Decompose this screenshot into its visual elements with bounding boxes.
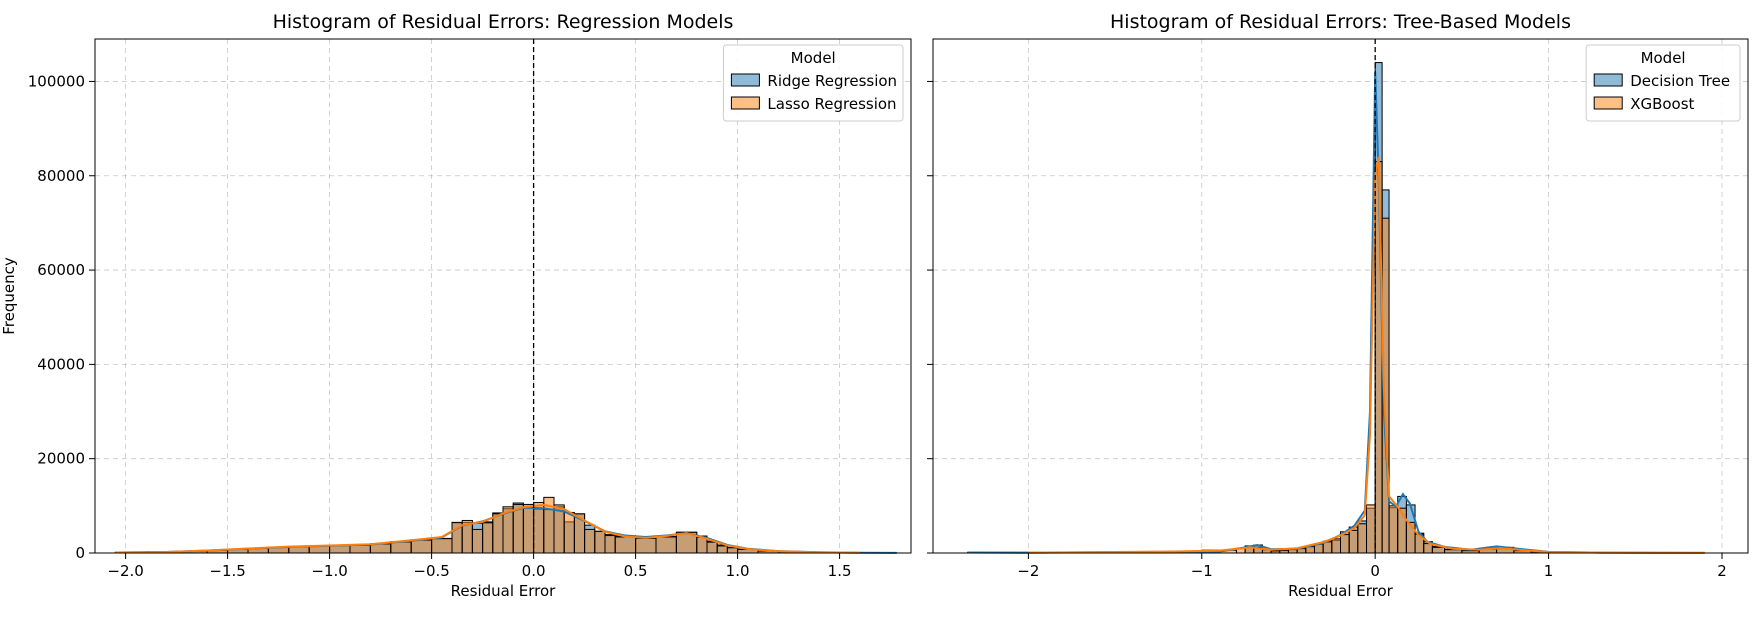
- histogram-bar: [614, 536, 637, 554]
- histogram-bar: [1357, 523, 1368, 554]
- x-tick-label: −2.0: [107, 562, 143, 580]
- x-tick-label: −0.5: [413, 562, 449, 580]
- legend-box: [1585, 44, 1741, 122]
- legend-swatch: [730, 73, 760, 87]
- kde-curve: [967, 71, 1705, 554]
- legend-title: Model: [1641, 49, 1686, 67]
- histogram-bar: [584, 528, 596, 554]
- histogram-bar: [696, 536, 708, 554]
- legend-box: [722, 44, 904, 122]
- legend-swatch: [1593, 96, 1623, 110]
- histogram-bar: [726, 547, 739, 554]
- histogram-bar: [563, 511, 575, 554]
- legend-title: Model: [791, 49, 836, 67]
- axes-frame: [932, 38, 1749, 554]
- y-axis-label: Frequency: [0, 257, 18, 335]
- x-tick-label: 0: [1370, 562, 1380, 580]
- histogram-bar: [482, 522, 494, 554]
- histogram-bar: [604, 535, 616, 554]
- legend-entry-label: Ridge Regression: [767, 72, 897, 90]
- legend-entry-label: Lasso Regression: [767, 95, 896, 113]
- y-tick-label: 60000: [37, 261, 85, 279]
- kde-curve: [115, 503, 861, 554]
- series-lasso-regression: [114, 496, 861, 554]
- histogram-bar: [349, 544, 371, 554]
- histogram-bar: [390, 541, 412, 554]
- y-tick-label: 80000: [37, 167, 85, 185]
- regression-models-panel: −2.0 −1.5 −1.0 −0.5 0.0 0.5 1.0 1.5 0 20000 40000 6…: [0, 11, 912, 600]
- legend-swatch: [1593, 73, 1623, 87]
- y-tick-label: 40000: [37, 355, 85, 373]
- histogram-bar: [594, 530, 606, 554]
- histogram-bar: [471, 528, 484, 554]
- chart-title: Histogram of Residual Errors: Tree-Based…: [1110, 11, 1571, 33]
- y-tick-label: 0: [75, 544, 85, 562]
- x-tick-label: 1.0: [726, 562, 750, 580]
- x-tick-label: 2: [1717, 562, 1727, 580]
- histogram-bar: [716, 545, 728, 554]
- histogram-bar: [1331, 538, 1342, 554]
- histogram-bar: [1431, 546, 1446, 554]
- legend-entry-label: XGBoost: [1630, 95, 1694, 113]
- x-tick-label: −1.5: [209, 562, 245, 580]
- histogram-bar: [533, 502, 545, 554]
- legend: Model Ridge Regression Lasso Regression: [722, 44, 904, 122]
- legend: Model Decision Tree XGBoost: [1585, 44, 1741, 122]
- histogram-bar: [635, 537, 657, 554]
- x-tick-label: 0.5: [624, 562, 648, 580]
- histogram-bar: [706, 541, 718, 554]
- x-tick-label: −1: [1191, 562, 1213, 580]
- histogram-bar: [410, 539, 433, 554]
- chart-title: Histogram of Residual Errors: Regression…: [273, 11, 734, 33]
- histogram-bar: [1348, 529, 1359, 554]
- histogram-bar: [512, 503, 524, 554]
- x-tick-label: −2: [1017, 562, 1039, 580]
- histogram-bar: [431, 537, 453, 554]
- x-tick-label: 1: [1544, 562, 1554, 580]
- histogram-bar: [1388, 505, 1399, 554]
- axes-frame: [94, 38, 912, 554]
- histogram-bar: [1340, 534, 1350, 554]
- legend-entry-label: Decision Tree: [1630, 72, 1730, 90]
- tree-based-models-panel: −2 −1 0 1 2 Histogram of Residual Errors: Tre…: [927, 11, 1749, 600]
- y-tick-label: 100000: [28, 72, 85, 90]
- histogram-bar: [655, 536, 677, 554]
- histogram-bar: [522, 507, 535, 554]
- kde-curve: [1028, 156, 1705, 554]
- histogram-bar: [492, 513, 504, 554]
- histogram-bar: [1366, 504, 1376, 554]
- x-axis-label: Residual Error: [1288, 582, 1394, 600]
- series-decision-tree: [967, 62, 1567, 554]
- x-tick-label: 1.5: [828, 562, 852, 580]
- legend-swatch: [730, 96, 760, 110]
- x-tick-label: 0.0: [522, 562, 546, 580]
- y-tick-label: 20000: [37, 450, 85, 468]
- x-axis-label: Residual Error: [451, 582, 557, 600]
- x-tick-label: −1.0: [311, 562, 347, 580]
